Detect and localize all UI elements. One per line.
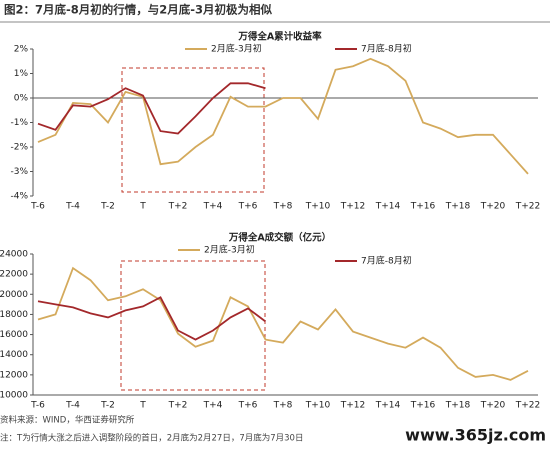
legend-label: 2月底-3月初 <box>211 43 262 55</box>
x-tick-label: T+8 <box>273 401 293 411</box>
chart-title: 万得全A累计收益率 <box>237 31 322 43</box>
x-tick-label: T-2 <box>100 401 115 411</box>
y-tick-label: -4% <box>10 192 28 202</box>
x-tick-label: T+18 <box>445 401 471 411</box>
x-tick-label: T+16 <box>410 401 436 411</box>
figure-header: 图2：7月底-8月初的行情，与2月底-3月初极为相似 <box>4 3 273 17</box>
y-tick-label: 22000 <box>0 270 28 280</box>
x-tick-label: T+2 <box>168 202 188 212</box>
x-tick-label: T-4 <box>65 401 80 411</box>
x-tick-label: T+20 <box>480 401 506 411</box>
series-line <box>37 266 529 381</box>
x-tick-label: T+2 <box>168 401 188 411</box>
y-tick-label: 14000 <box>0 350 28 360</box>
y-tick-label: -1% <box>10 118 28 128</box>
chart-title: 万得全A成交额（亿元） <box>228 232 331 244</box>
x-tick-label: T+22 <box>515 401 541 411</box>
x-tick-label: T-6 <box>30 202 45 212</box>
highlight-box <box>121 67 265 193</box>
x-tick-label: T <box>139 202 146 212</box>
x-tick-label: T+14 <box>375 401 401 411</box>
x-tick-label: T-4 <box>65 202 80 212</box>
source-note: 资料来源：WIND，华西证券研究所 <box>0 415 135 426</box>
x-tick-label: T+20 <box>480 202 506 212</box>
footnote: 注：T为行情大涨之后进入调整阶段的首日，2月底为2月27日，7月底为7月30日 <box>0 433 303 444</box>
y-tick-label: 18000 <box>0 310 28 320</box>
x-tick-label: T+6 <box>238 202 258 212</box>
legend-label: 7月底-8月初 <box>361 43 412 55</box>
highlight-box <box>120 260 266 391</box>
x-tick-label: T-6 <box>30 401 45 411</box>
series-line <box>37 296 267 341</box>
y-tick-label: 20000 <box>0 290 28 300</box>
y-tick-label: 12000 <box>0 370 28 380</box>
x-tick-label: T+22 <box>515 202 541 212</box>
x-tick-label: T+12 <box>340 401 366 411</box>
x-tick-label: T-2 <box>100 202 115 212</box>
series-line <box>37 82 266 135</box>
y-tick-label: 2% <box>14 45 29 55</box>
x-tick-label: T+4 <box>203 202 223 212</box>
x-tick-label: T+10 <box>305 202 331 212</box>
x-tick-label: T+6 <box>238 401 258 411</box>
x-tick-label: T+18 <box>445 202 471 212</box>
y-tick-label: -3% <box>10 167 28 177</box>
y-tick-label: 16000 <box>0 330 28 340</box>
x-tick-label: T+14 <box>375 202 401 212</box>
y-tick-label: 24000 <box>0 250 28 260</box>
x-tick-label: T+10 <box>305 401 331 411</box>
x-tick-label: T+8 <box>273 202 293 212</box>
legend-label: 7月底-8月初 <box>361 255 412 267</box>
y-tick-label: -2% <box>10 143 28 153</box>
y-tick-label: 0% <box>14 94 29 104</box>
x-tick-label: T+12 <box>340 202 366 212</box>
y-tick-label: 10000 <box>0 391 28 401</box>
x-tick-label: T <box>139 401 146 411</box>
watermark: www.365jz.com <box>405 426 546 445</box>
y-tick-label: 1% <box>14 69 29 79</box>
x-tick-label: T+4 <box>203 401 223 411</box>
legend-label: 2月底-3月初 <box>204 244 255 256</box>
x-tick-label: T+16 <box>410 202 436 212</box>
series-line <box>37 57 529 175</box>
